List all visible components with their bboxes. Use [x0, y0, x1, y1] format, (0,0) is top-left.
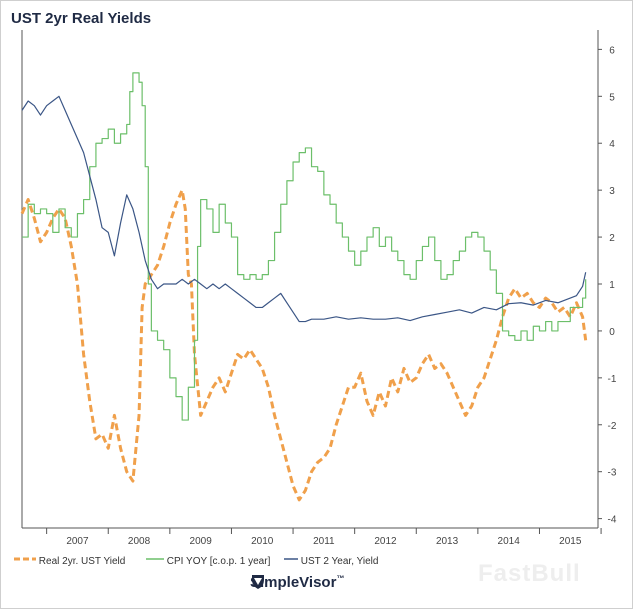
- legend-label-ust: UST 2 Year, Yield: [300, 556, 379, 567]
- y-tick-label: -1: [608, 374, 617, 385]
- series-line-ust-2yr: [21, 95, 587, 323]
- x-tick-label: 2013: [436, 536, 459, 547]
- series-line-real-yield: [20, 188, 588, 502]
- y-tick-label: 4: [609, 139, 615, 150]
- watermark: FastBull: [478, 560, 581, 587]
- y-tick-label: 5: [609, 92, 615, 103]
- series-line-cpi-yoy: [22, 72, 587, 421]
- x-tick-label: 2007: [66, 536, 89, 547]
- chart-title: UST 2yr Real Yields: [11, 10, 152, 27]
- x-tick-label: 2011: [313, 536, 335, 547]
- y-tick-label: 6: [609, 45, 615, 56]
- y-tick-label: -2: [608, 421, 617, 432]
- legend-item-cpi: CPI YOY [c.o.p. 1 year]: [146, 556, 270, 567]
- x-tick-label: 2009: [190, 536, 213, 547]
- y-tick-label: 0: [609, 327, 615, 338]
- legend-swatch-real: [14, 557, 36, 561]
- y-tick-label: -3: [608, 468, 617, 479]
- y-tick-label: -4: [608, 515, 617, 526]
- x-tick-label: 2008: [128, 536, 151, 547]
- brand-logo: SimpleVisor™: [250, 574, 344, 591]
- brand-name: SimpleVisor: [250, 574, 337, 591]
- legend-item-ust: UST 2 Year, Yield: [284, 556, 378, 567]
- legend-item-real: Real 2yr. UST Yield: [14, 556, 125, 567]
- x-tick-label: 2012: [374, 536, 397, 547]
- simplevisor-logo-icon: [252, 575, 264, 589]
- x-tick-label: 2015: [559, 536, 582, 547]
- legend-label-cpi: CPI YOY [c.o.p. 1 year]: [166, 556, 271, 567]
- x-tick-label: 2010: [251, 536, 274, 547]
- y-tick-label: 2: [609, 233, 615, 244]
- x-tick-label: 2014: [498, 536, 521, 547]
- legend-swatch-ust: [284, 558, 298, 561]
- y-tick-label: 3: [609, 186, 615, 197]
- legend-label-real: Real 2yr. UST Yield: [38, 556, 126, 567]
- brand-trademark: ™: [336, 574, 345, 583]
- y-tick-label: 1: [609, 280, 615, 291]
- legend-swatch-cpi: [146, 558, 164, 561]
